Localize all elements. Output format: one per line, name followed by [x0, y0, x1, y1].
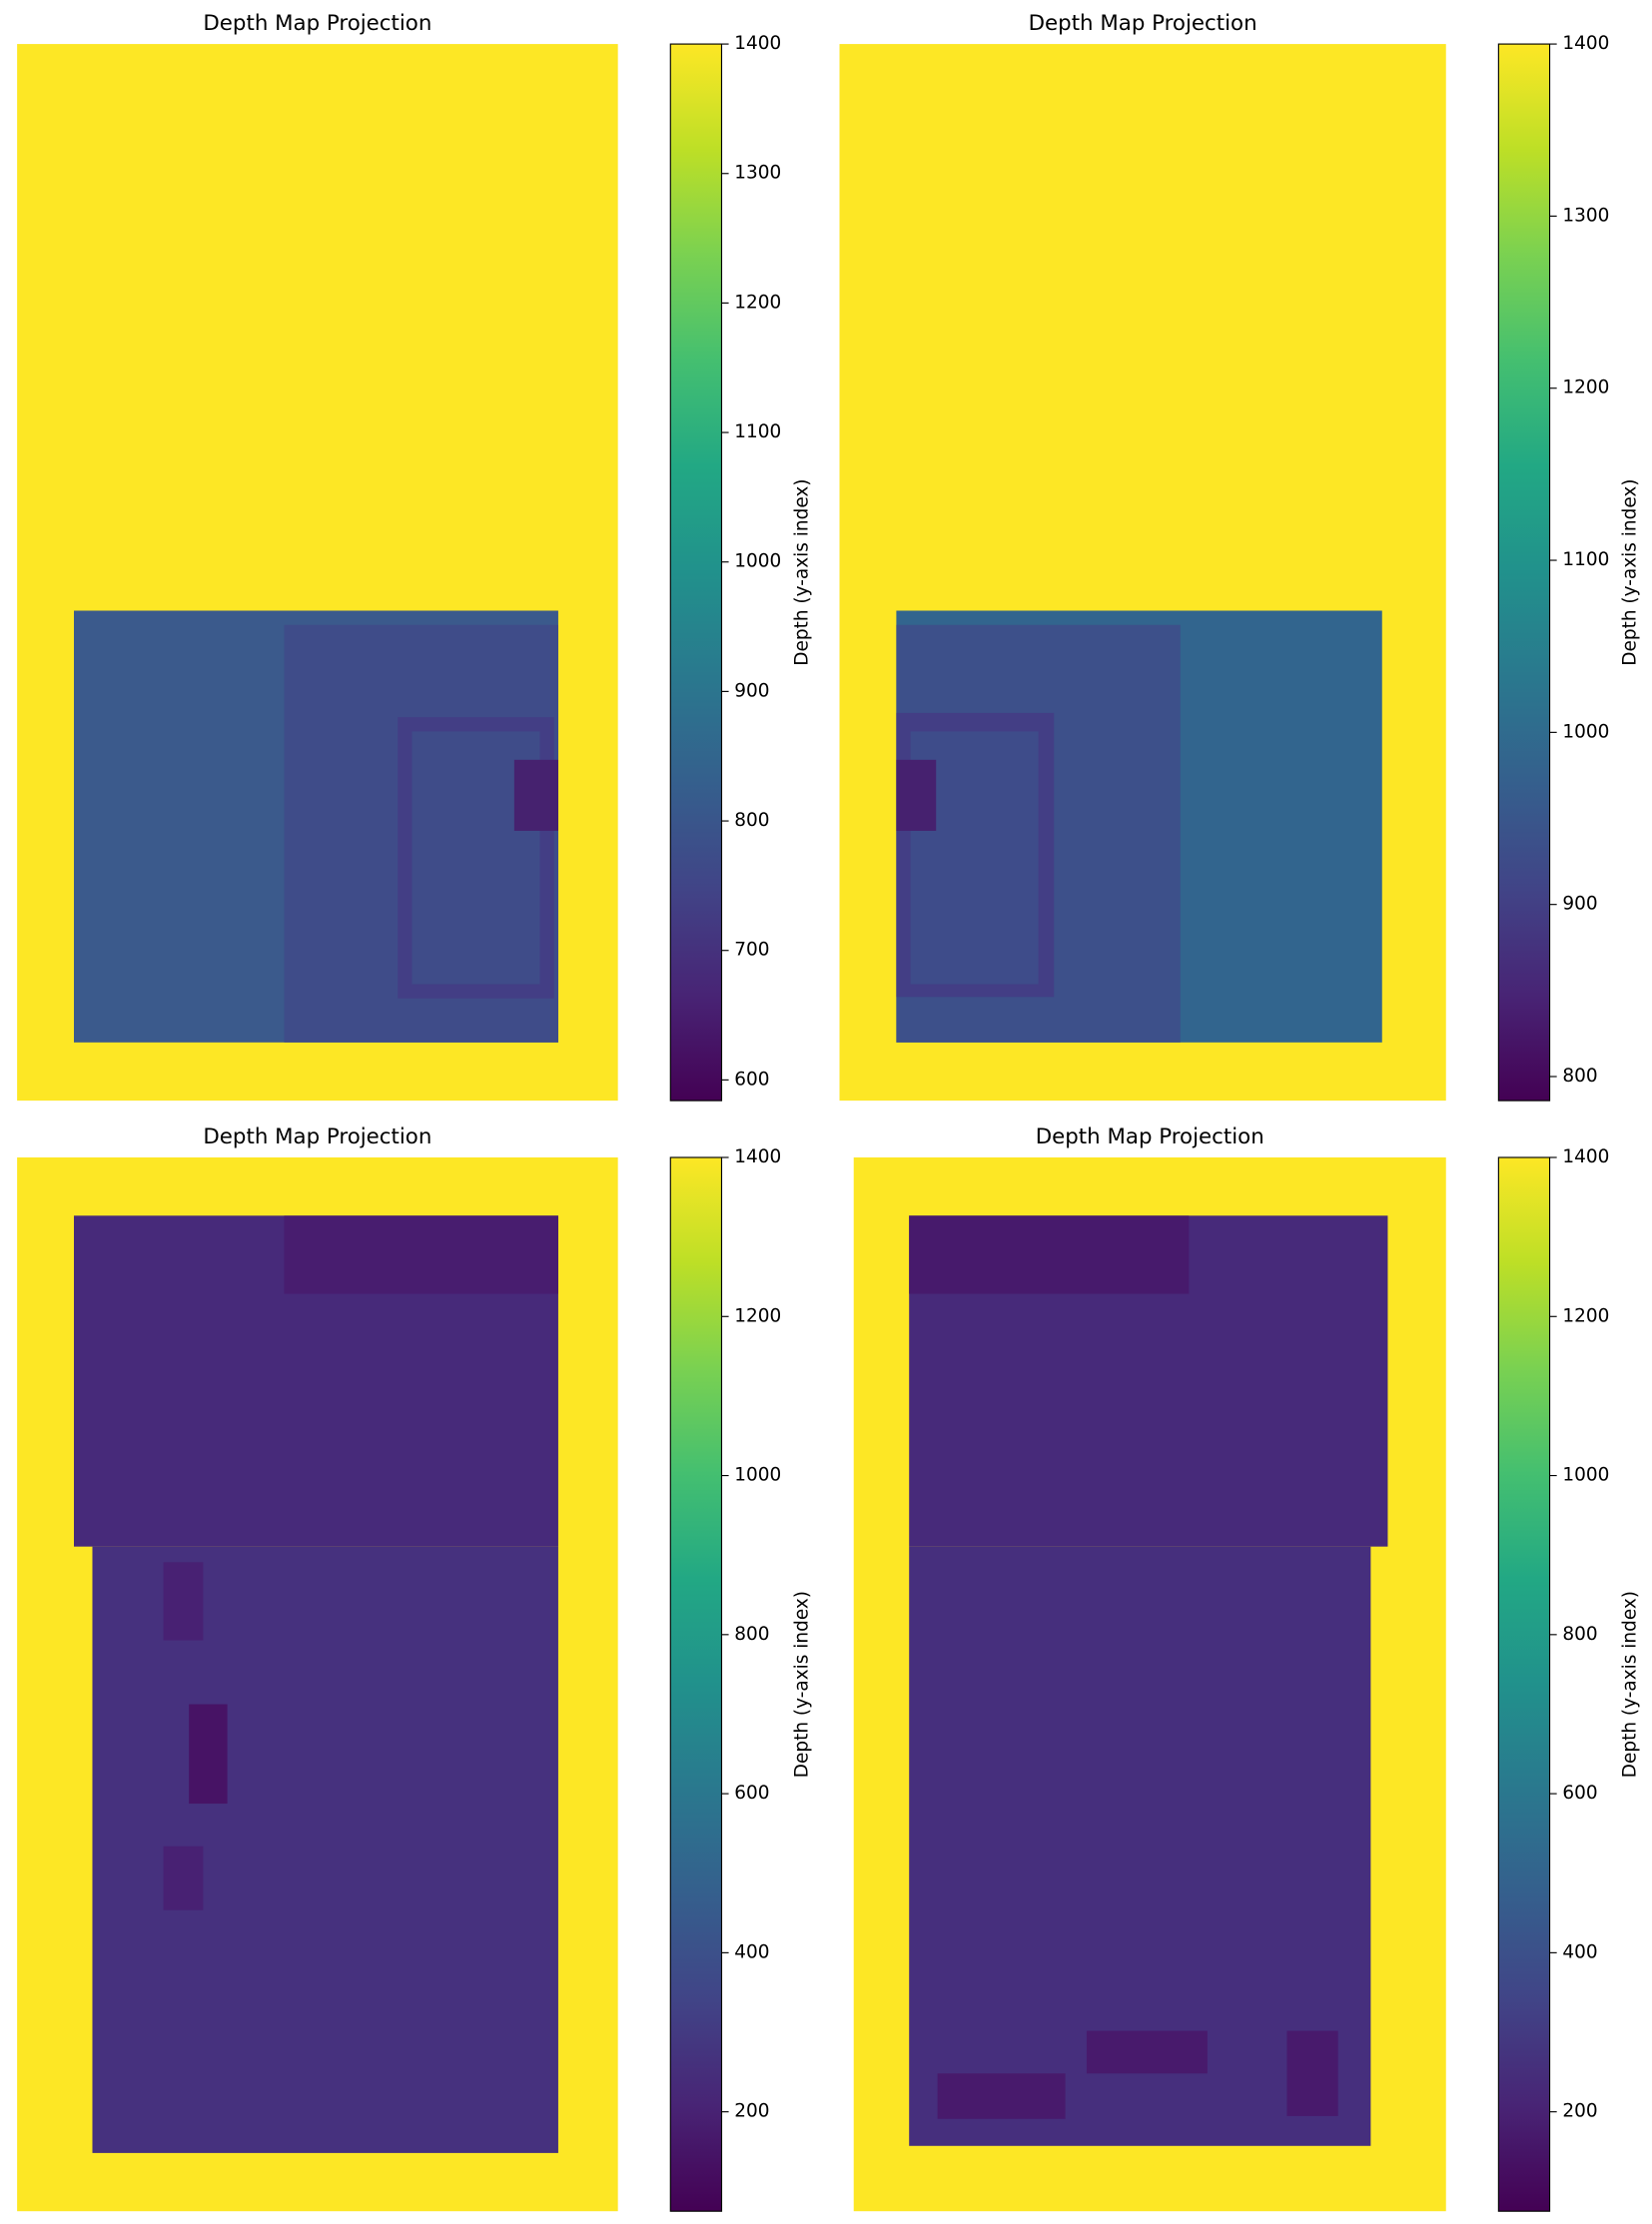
colorbar-label: Depth (y-axis index) — [1620, 1591, 1641, 1778]
colorbar — [1497, 1156, 1551, 2212]
colorbar-tick-label: 1000 — [734, 1465, 781, 1486]
colorbar-tick-label: 600 — [734, 1783, 769, 1804]
chart-title: Depth Map Projection — [1029, 11, 1257, 36]
heatmap-image — [17, 44, 618, 1102]
colorbar-tick-label: 400 — [1562, 1941, 1597, 1962]
chart-title: Depth Map Projection — [203, 11, 431, 36]
colorbar-tick-label: 900 — [1562, 894, 1597, 915]
heatmap-image — [839, 44, 1446, 1102]
colorbar — [1497, 43, 1551, 1102]
colorbar-tick-label: 1400 — [734, 1146, 781, 1167]
colorbar-tick-label: 900 — [734, 680, 769, 701]
colorbar — [669, 43, 723, 1102]
colorbar-tick-label: 700 — [734, 940, 769, 961]
colorbar-tick-label: 1200 — [1562, 377, 1609, 398]
colorbar-tick-label: 1000 — [1562, 721, 1609, 742]
colorbar-tick-label: 1300 — [1562, 205, 1609, 226]
chart-title: Depth Map Projection — [1036, 1124, 1264, 1149]
colorbar-tick-label: 1200 — [734, 1305, 781, 1326]
colorbar-tick-label: 1400 — [1562, 1146, 1609, 1167]
chart-title: Depth Map Projection — [203, 1124, 431, 1149]
colorbar-tick-label: 200 — [734, 2101, 769, 2122]
colorbar-tick-label: 800 — [734, 1624, 769, 1645]
colorbar-tick-label: 1000 — [734, 551, 781, 572]
colorbar-tick-label: 1400 — [734, 33, 781, 54]
colorbar-tick-label: 600 — [734, 1069, 769, 1090]
colorbar-tick-label: 1200 — [1562, 1305, 1609, 1326]
colorbar-tick-label: 800 — [734, 810, 769, 831]
heatmap-image — [853, 1157, 1446, 2212]
colorbar-label: Depth (y-axis index) — [792, 479, 813, 666]
colorbar-tick-label: 800 — [1562, 1624, 1597, 1645]
colorbar-label: Depth (y-axis index) — [792, 1591, 813, 1778]
colorbar-tick-label: 1100 — [734, 421, 781, 442]
colorbar-tick-label: 200 — [1562, 2101, 1597, 2122]
colorbar-tick-label: 1000 — [1562, 1465, 1609, 1486]
colorbar-tick-label: 600 — [1562, 1783, 1597, 1804]
colorbar-tick-label: 800 — [1562, 1066, 1597, 1087]
colorbar — [669, 1156, 723, 2212]
colorbar-tick-label: 1400 — [1562, 33, 1609, 54]
colorbar-label: Depth (y-axis index) — [1620, 479, 1641, 666]
colorbar-tick-label: 1100 — [1562, 549, 1609, 570]
colorbar-tick-label: 1200 — [734, 292, 781, 313]
colorbar-tick-label: 1300 — [734, 163, 781, 184]
colorbar-tick-label: 400 — [734, 1941, 769, 1962]
heatmap-image — [17, 1157, 618, 2212]
